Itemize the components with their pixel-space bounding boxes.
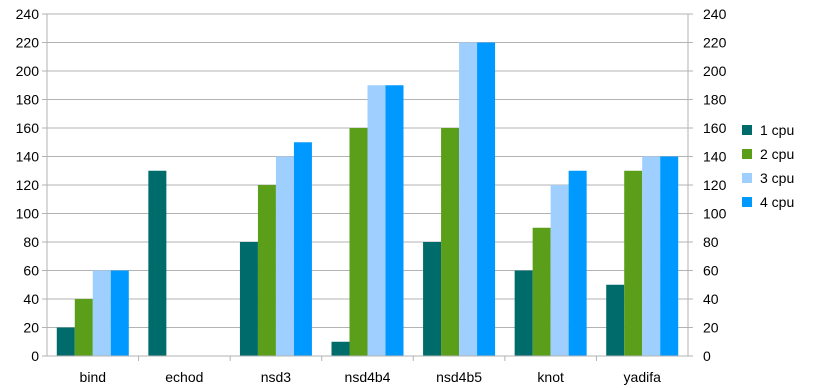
legend-label: 1 cpu <box>760 122 794 138</box>
y-tick-label-left: 160 <box>16 120 40 136</box>
legend-label: 4 cpu <box>760 194 794 210</box>
y-tick-label-right: 180 <box>703 92 727 108</box>
x-tick-label: nsd4b4 <box>345 369 391 385</box>
y-tick-label-left: 140 <box>16 149 40 165</box>
y-tick-label-right: 140 <box>703 149 727 165</box>
y-tick-label-left: 240 <box>16 6 40 22</box>
bar-knot-3-cpu <box>550 185 569 356</box>
bar-nsd4b5-3-cpu <box>459 42 478 356</box>
bar-bind-3-cpu <box>92 270 111 356</box>
y-tick-label-right: 100 <box>703 206 727 222</box>
y-tick-label-left: 220 <box>16 35 40 51</box>
bar-nsd3-3-cpu <box>275 156 294 356</box>
y-tick-label-left: 60 <box>23 263 39 279</box>
x-axis: bind echod nsd3 nsd4b4 nsd4b5 knot yadifa <box>47 355 688 385</box>
y-tick-label-right: 120 <box>703 177 727 193</box>
bar-nsd4b4-3-cpu <box>367 85 386 356</box>
bar-nsd3-4-cpu <box>293 142 312 356</box>
x-tick-label: yadifa <box>624 369 662 385</box>
y-tick-label-left: 0 <box>31 348 39 364</box>
y-axis-right: 0 20 40 60 80 100 120 140 160 180 200 220 240 <box>688 6 727 364</box>
bar-nsd4b5-1-cpu <box>423 242 442 356</box>
bar-knot-1-cpu <box>514 270 533 356</box>
y-tick-label-right: 80 <box>703 234 719 250</box>
legend-swatch <box>742 149 752 159</box>
x-tick-label: nsd3 <box>261 369 292 385</box>
bar-bind-1-cpu <box>56 327 75 356</box>
legend-swatch <box>742 197 752 207</box>
y-tick-label-right: 60 <box>703 263 719 279</box>
x-tick-label: nsd4b5 <box>436 369 482 385</box>
legend-label: 3 cpu <box>760 170 794 186</box>
y-tick-label-right: 0 <box>703 348 711 364</box>
y-tick-label-right: 200 <box>703 63 727 79</box>
bar-yadifa-4-cpu <box>660 156 679 356</box>
y-axis-left: 0 20 40 60 80 100 120 140 160 180 200 220 240 <box>16 6 47 364</box>
bars <box>56 42 679 356</box>
x-tick-label: bind <box>80 369 106 385</box>
y-tick-label-left: 200 <box>16 63 40 79</box>
bar-bind-4-cpu <box>110 270 129 356</box>
y-tick-label-left: 100 <box>16 206 40 222</box>
y-tick-label-left: 20 <box>23 320 39 336</box>
y-tick-label-left: 120 <box>16 177 40 193</box>
y-tick-label-right: 20 <box>703 320 719 336</box>
bar-nsd3-1-cpu <box>239 242 258 356</box>
x-tick-label: echod <box>165 369 203 385</box>
y-tick-label-right: 40 <box>703 291 719 307</box>
legend-label: 2 cpu <box>760 146 794 162</box>
bar-echod-1-cpu <box>148 170 167 356</box>
legend-swatch <box>742 173 752 183</box>
y-tick-label-right: 240 <box>703 6 727 22</box>
legend-swatch <box>742 125 752 135</box>
bar-nsd3-2-cpu <box>257 185 276 356</box>
bar-knot-4-cpu <box>568 170 587 356</box>
bar-nsd4b4-1-cpu <box>331 341 350 356</box>
y-tick-label-right: 220 <box>703 35 727 51</box>
bar-yadifa-2-cpu <box>624 170 643 356</box>
bar-nsd4b4-4-cpu <box>385 85 404 356</box>
bar-knot-2-cpu <box>532 227 551 356</box>
y-tick-label-left: 80 <box>23 234 39 250</box>
bar-yadifa-1-cpu <box>606 284 625 356</box>
bar-nsd4b4-2-cpu <box>349 128 368 356</box>
bar-nsd4b5-2-cpu <box>441 128 460 356</box>
legend: 1 cpu 2 cpu 3 cpu 4 cpu <box>742 122 794 210</box>
y-tick-label-left: 180 <box>16 92 40 108</box>
bar-yadifa-3-cpu <box>642 156 661 356</box>
bar-bind-2-cpu <box>74 299 93 356</box>
y-tick-label-left: 40 <box>23 291 39 307</box>
x-tick-label: knot <box>537 369 564 385</box>
bar-nsd4b5-4-cpu <box>477 42 496 356</box>
y-tick-label-right: 160 <box>703 120 727 136</box>
